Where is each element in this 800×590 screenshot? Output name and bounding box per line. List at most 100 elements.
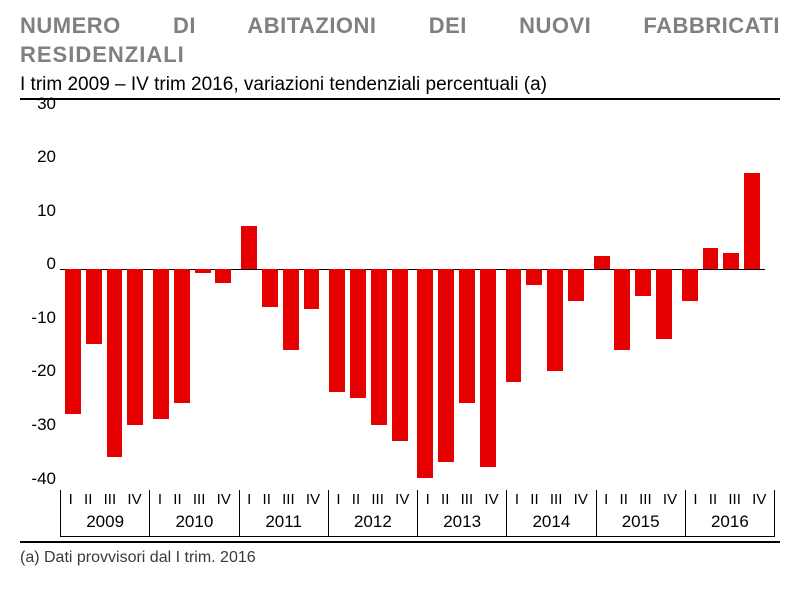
x-axis: IIIIIIIV2009IIIIIIIV2010IIIIIIIV2011IIII… [60,484,775,537]
x-quarter-label: IV [574,491,588,508]
data-bar [547,269,563,371]
x-quarter-row: IIIIIIIV [597,490,685,510]
y-tick-label: 0 [20,254,56,274]
x-year-cell: IIIIIIIV2010 [149,490,238,536]
x-quarter-label: II [173,491,181,508]
x-quarter-label: I [604,491,608,508]
x-year-cell: IIIIIIIV2012 [328,490,417,536]
x-quarter-label: IV [752,491,766,508]
y-tick-label: -20 [20,361,56,381]
x-quarter-label: III [550,491,563,508]
x-quarter-label: I [693,491,697,508]
x-quarter-row: IIIIIIIV [507,490,595,510]
x-year-label: 2015 [597,510,685,536]
y-tick-label: 20 [20,147,56,167]
x-quarter-label: II [620,491,628,508]
x-quarter-row: IIIIIIIV [329,490,417,510]
x-quarter-label: III [104,491,117,508]
x-quarter-row: IIIIIIIV [240,490,328,510]
x-quarter-label: IV [306,491,320,508]
data-bar [594,256,610,269]
data-bar [371,269,387,424]
x-year-label: 2012 [329,510,417,536]
data-bar [682,269,698,301]
x-year-label: 2011 [240,510,328,536]
x-quarter-label: I [247,491,251,508]
x-year-cell: IIIIIIIV2016 [685,490,775,536]
x-quarter-label: III [193,491,206,508]
data-bar [127,269,143,424]
data-bar [304,269,320,309]
data-bar [744,173,760,269]
x-quarter-label: IV [127,491,141,508]
y-tick-label: -30 [20,415,56,435]
data-bar [703,248,719,269]
x-quarter-label: III [461,491,474,508]
data-bar [107,269,123,457]
data-bar [215,269,231,282]
data-bar [262,269,278,307]
x-quarter-label: II [709,491,717,508]
x-quarter-label: III [728,491,741,508]
data-bar [329,269,345,392]
data-bar [392,269,408,440]
data-bar [417,269,433,478]
data-bar [153,269,169,419]
x-quarter-label: II [263,491,271,508]
x-year-cell: IIIIIIIV2014 [506,490,595,536]
data-bar [350,269,366,398]
x-quarter-label: I [426,491,430,508]
data-bar [568,269,584,301]
data-bar [86,269,102,344]
x-quarter-row: IIIIIIIV [686,490,774,510]
data-bar [438,269,454,462]
x-quarter-row: IIIIIIIV [150,490,238,510]
x-year-cell: IIIIIIIV2009 [60,490,149,536]
x-quarter-label: III [371,491,384,508]
x-quarter-label: II [441,491,449,508]
y-tick-label: 30 [20,94,56,114]
data-bar [635,269,651,296]
chart-title-line1: NUMERO DI ABITAZIONI DEI NUOVI FABBRICAT… [20,12,780,40]
x-quarter-label: II [352,491,360,508]
x-quarter-label: IV [217,491,231,508]
x-quarter-label: I [336,491,340,508]
data-bar [65,269,81,414]
data-bar [174,269,190,403]
x-quarter-label: IV [663,491,677,508]
x-year-label: 2013 [418,510,506,536]
data-bar [195,269,211,273]
chart-subtitle: I trim 2009 – IV trim 2016, variazioni t… [20,74,780,96]
plot-area [60,109,765,484]
x-year-cell: IIIIIIIV2011 [239,490,328,536]
x-quarter-row: IIIIIIIV [61,490,149,510]
x-year-label: 2009 [61,510,149,536]
x-quarter-label: I [158,491,162,508]
x-year-cell: IIIIIIIV2015 [596,490,685,536]
x-year-cell: IIIIIIIV2013 [417,490,506,536]
y-tick-label: -40 [20,469,56,489]
data-bar [656,269,672,339]
x-year-label: 2016 [686,510,774,536]
x-quarter-label: III [282,491,295,508]
x-quarter-label: II [530,491,538,508]
data-bar [614,269,630,349]
chart-plot: -40-30-20-100102030 [20,104,770,484]
chart-title-line2: RESIDENZIALI [20,42,780,68]
data-bar [506,269,522,382]
chart-footnote: (a) Dati provvisori dal I trim. 2016 [20,549,780,567]
y-tick-label: -10 [20,308,56,328]
data-bar [480,269,496,467]
x-year-label: 2014 [507,510,595,536]
y-axis: -40-30-20-100102030 [20,104,58,484]
data-bar [723,253,739,269]
x-quarter-label: IV [395,491,409,508]
x-year-label: 2010 [150,510,238,536]
chart-container: -40-30-20-100102030 IIIIIIIV2009IIIIIIIV… [20,98,780,543]
data-bar [459,269,475,403]
x-quarter-row: IIIIIIIV [418,490,506,510]
data-bar [241,226,257,269]
x-quarter-label: III [639,491,652,508]
x-quarter-label: II [84,491,92,508]
data-bar [526,269,542,285]
